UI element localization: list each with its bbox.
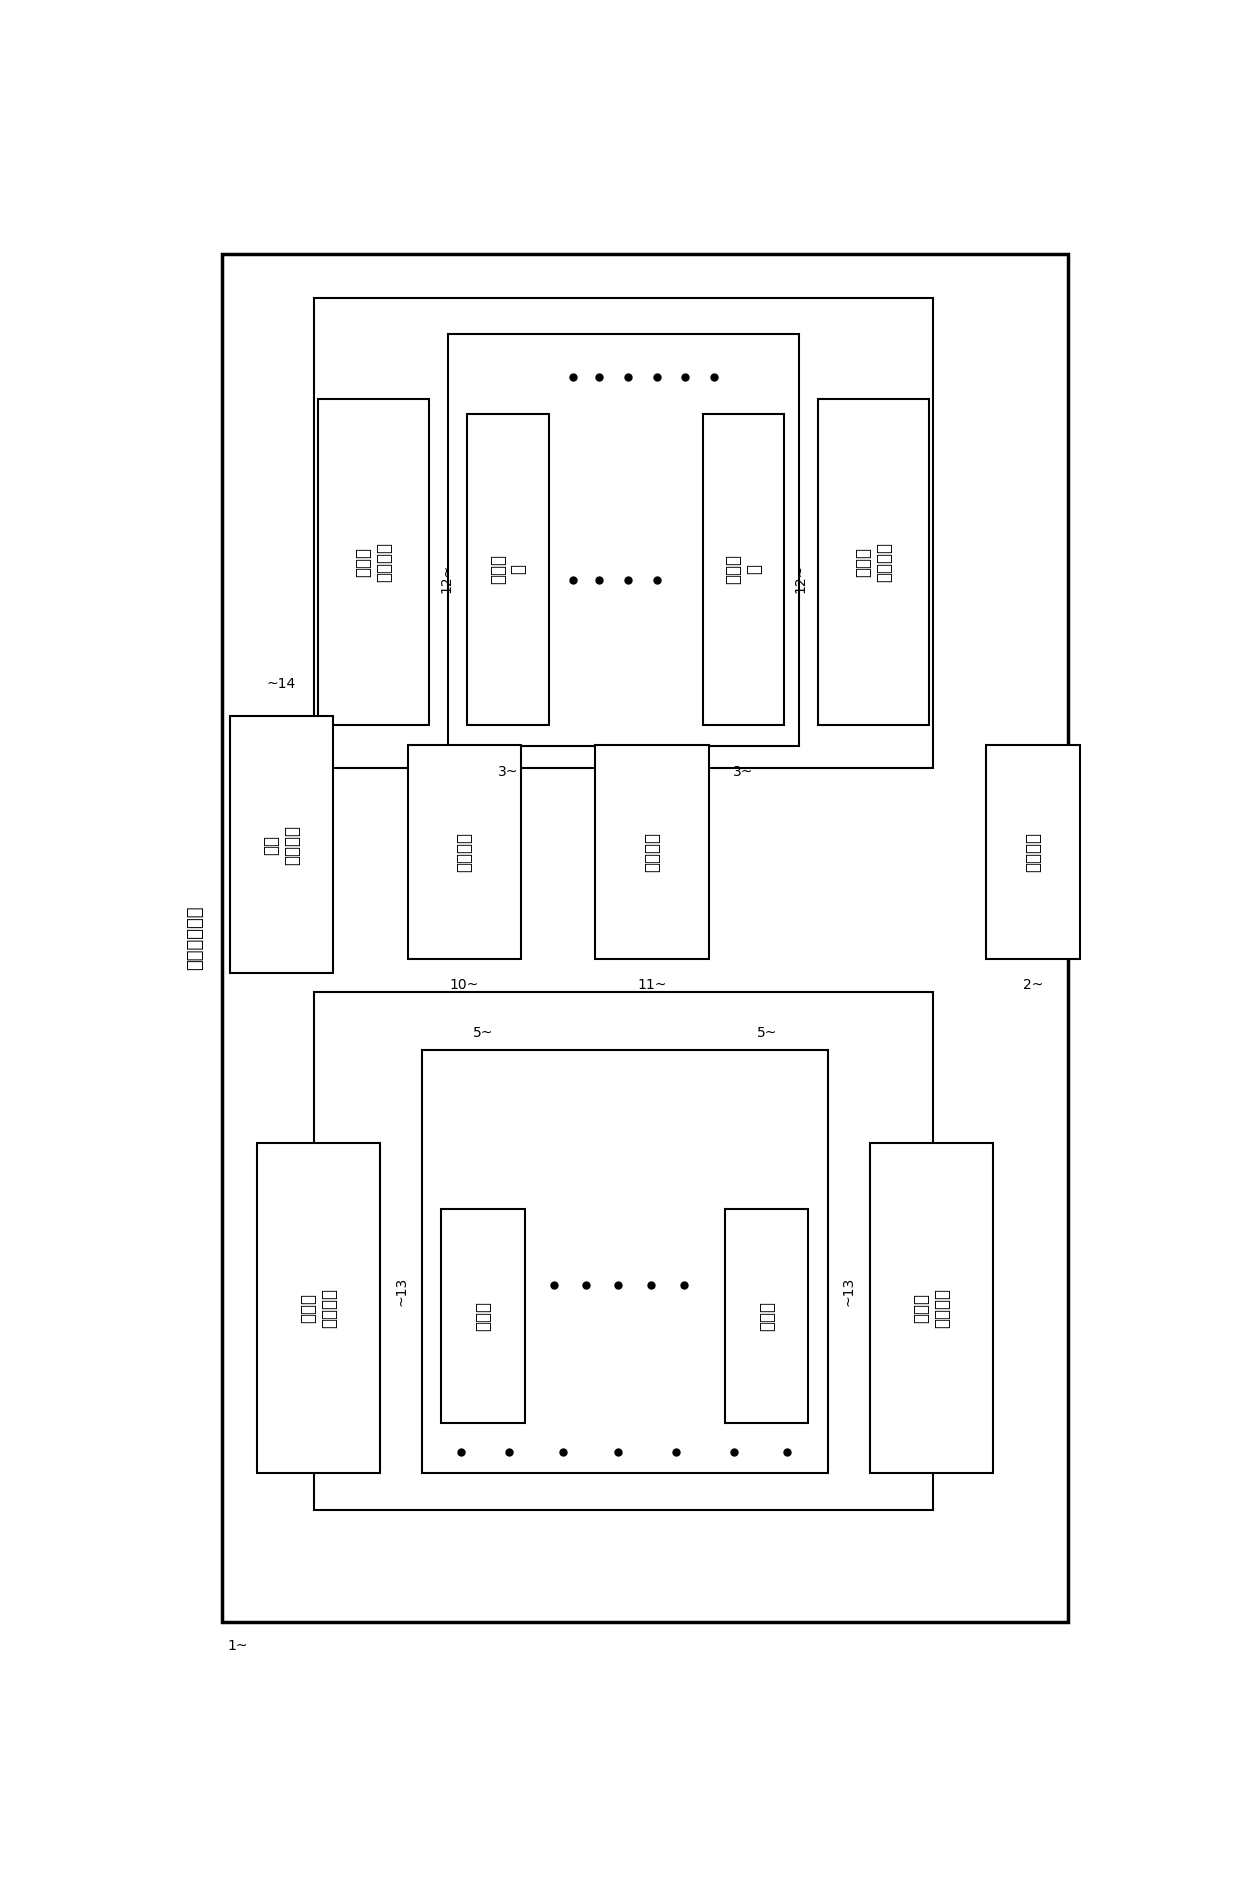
Text: ~13: ~13 <box>394 1276 408 1306</box>
Bar <box>229 716 332 973</box>
Bar <box>319 398 429 725</box>
Text: 5~: 5~ <box>756 1026 777 1039</box>
Text: 11~: 11~ <box>637 979 667 992</box>
Text: 12~: 12~ <box>439 564 453 592</box>
Bar <box>725 1210 808 1424</box>
Text: 3~: 3~ <box>498 765 518 780</box>
Text: 解锁模块: 解锁模块 <box>642 832 661 872</box>
Text: 公有车
租借模块: 公有车 租借模块 <box>913 1287 951 1328</box>
Bar <box>314 992 934 1511</box>
Bar <box>408 744 521 958</box>
Text: 验证模块: 验证模块 <box>455 832 474 872</box>
Bar <box>818 398 929 725</box>
Bar <box>222 254 1068 1622</box>
Bar <box>986 744 1080 958</box>
Bar <box>467 413 549 725</box>
Text: 私有车
充电模块: 私有车 充电模块 <box>355 541 393 582</box>
Text: 2~: 2~ <box>1023 979 1044 992</box>
Bar <box>257 1142 379 1473</box>
Bar <box>448 334 799 746</box>
Bar <box>595 744 708 958</box>
Bar <box>703 413 785 725</box>
Text: 12~: 12~ <box>794 564 807 592</box>
Text: 侦测
配电模块: 侦测 配电模块 <box>262 825 301 864</box>
Bar <box>441 1210 525 1424</box>
Bar <box>314 299 934 769</box>
Text: 充电装
置: 充电装 置 <box>724 554 763 584</box>
Text: 公有车: 公有车 <box>474 1302 492 1332</box>
Text: 私有车
充电模块: 私有车 充电模块 <box>854 541 893 582</box>
Text: 充电装
置: 充电装 置 <box>489 554 527 584</box>
Text: 10~: 10~ <box>450 979 479 992</box>
Bar <box>422 1050 828 1473</box>
Bar <box>870 1142 993 1473</box>
Text: 充电租赁系统: 充电租赁系统 <box>186 906 205 970</box>
Text: 移动装置: 移动装置 <box>1024 832 1043 872</box>
Text: ~13: ~13 <box>842 1276 856 1306</box>
Text: ~14: ~14 <box>267 676 296 691</box>
Text: 1~: 1~ <box>227 1638 248 1654</box>
Text: 公有车
租借模块: 公有车 租借模块 <box>299 1287 337 1328</box>
Text: 公有车: 公有车 <box>758 1302 776 1332</box>
Text: 3~: 3~ <box>733 765 754 780</box>
Text: 5~: 5~ <box>472 1026 494 1039</box>
